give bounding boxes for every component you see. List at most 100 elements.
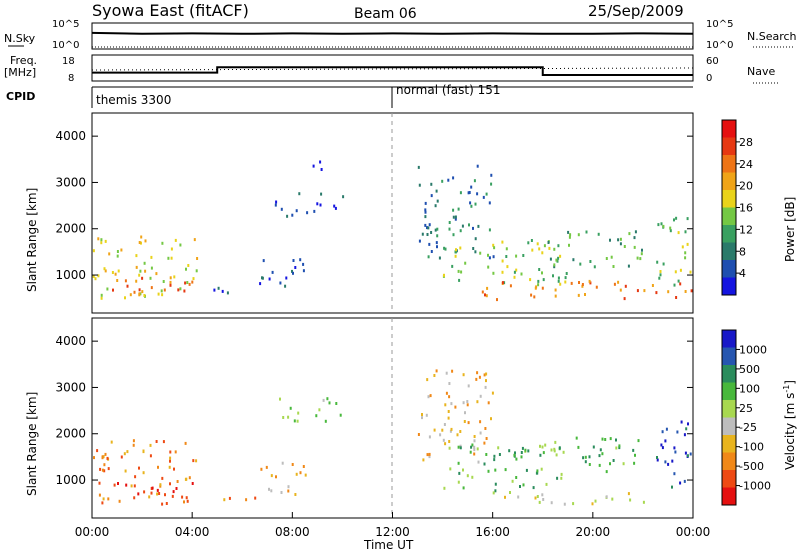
- heatmap-cell: [445, 371, 448, 375]
- heatmap-cell: [335, 402, 338, 405]
- colorbar-segment: [722, 277, 736, 296]
- heatmap-cell: [467, 191, 470, 195]
- heatmap-cell: [461, 224, 464, 228]
- heatmap-cell: [569, 233, 572, 237]
- heatmap-cell: [464, 411, 466, 415]
- heatmap-cell: [485, 453, 488, 456]
- heatmap-cell: [418, 239, 421, 243]
- heatmap-cell: [268, 487, 270, 491]
- heatmap-cell: [126, 284, 129, 288]
- heatmap-cell: [101, 456, 104, 460]
- heatmap-cell: [530, 293, 533, 297]
- heatmap-cell: [679, 282, 682, 286]
- heatmap-cell: [157, 292, 160, 296]
- y-tick-label: 2000: [55, 222, 86, 236]
- heatmap-cell: [424, 210, 427, 214]
- heatmap-cell: [110, 440, 113, 444]
- noise-panel: N.Sky 10^5 10^0 10^5 10^0 N.Search: [4, 19, 797, 51]
- heatmap-cell: [275, 200, 278, 204]
- heatmap-cell: [612, 265, 615, 268]
- heatmap-cell: [611, 497, 614, 501]
- cpid-label: CPID: [6, 90, 35, 103]
- heatmap-cell: [610, 255, 613, 259]
- heatmap-cell: [259, 282, 262, 286]
- heatmap-cell: [520, 451, 523, 454]
- noise-right-label: N.Search: [747, 30, 797, 43]
- heatmap-cell: [509, 491, 511, 494]
- heatmap-cell: [471, 475, 474, 479]
- heatmap-cell: [554, 288, 557, 292]
- noise-right-tick-bottom: 10^0: [706, 40, 733, 51]
- heatmap-cell: [104, 452, 107, 456]
- heatmap-cell: [291, 213, 294, 217]
- heatmap-cell: [568, 235, 571, 239]
- heatmap-cell: [515, 268, 518, 272]
- heatmap-cell: [148, 495, 151, 499]
- heatmap-cell: [434, 228, 437, 232]
- heatmap-cell: [454, 250, 457, 254]
- heatmap-cell: [536, 495, 539, 498]
- heatmap-cell: [462, 486, 465, 490]
- heatmap-cell: [538, 500, 541, 504]
- colorbar-segment: [722, 452, 736, 471]
- heatmap-cell: [287, 415, 290, 419]
- heatmap-cell: [472, 247, 475, 250]
- colorbar-segment: [722, 225, 736, 243]
- heatmap-cell: [541, 271, 543, 275]
- heatmap-cell: [567, 230, 570, 234]
- heatmap-cell: [555, 258, 558, 262]
- heatmap-cell: [326, 397, 329, 401]
- colorbar-segment: [722, 190, 736, 208]
- heatmap-cell: [448, 221, 451, 224]
- heatmap-cell: [137, 492, 140, 496]
- heatmap-cell: [661, 430, 664, 434]
- heatmap-cell: [339, 413, 342, 417]
- heatmap-cell: [684, 451, 687, 455]
- heatmap-cell: [575, 436, 578, 440]
- heatmap-cell: [598, 463, 601, 467]
- colorbar-segment: [722, 330, 736, 348]
- heatmap-cell: [156, 492, 159, 496]
- heatmap-cell: [447, 178, 450, 182]
- heatmap-cell: [472, 226, 474, 230]
- heatmap-cell: [191, 280, 194, 284]
- heatmap-cell: [690, 289, 693, 293]
- heatmap-cell: [522, 254, 525, 257]
- heatmap-cell: [444, 403, 447, 407]
- heatmap-cell: [662, 224, 665, 228]
- heatmap-cell: [280, 207, 283, 211]
- heatmap-cell: [588, 279, 591, 283]
- heatmap-cell: [228, 496, 231, 500]
- heatmap-cell: [468, 223, 470, 227]
- heatmap-cell: [469, 201, 472, 205]
- heatmap-cell: [435, 241, 438, 245]
- heatmap-cell: [673, 218, 675, 222]
- heatmap-cell: [555, 453, 558, 457]
- heatmap-cell: [484, 427, 487, 430]
- heatmap-cell: [515, 254, 518, 258]
- heatmap-cell: [684, 230, 687, 234]
- colorbar-segment: [722, 382, 736, 401]
- heatmap-cell: [424, 223, 427, 227]
- heatmap-cell: [188, 282, 191, 286]
- heatmap-cell: [262, 259, 265, 263]
- heatmap-cell: [669, 226, 672, 230]
- heatmap-cell: [479, 431, 482, 435]
- heatmap-cell: [529, 278, 532, 282]
- heatmap-cell: [179, 287, 182, 291]
- nave-tick-bottom: 0: [706, 73, 712, 84]
- heatmap-cell: [664, 460, 667, 464]
- heatmap-cell: [538, 247, 541, 251]
- heatmap-cell: [488, 201, 491, 205]
- heatmap-cell: [268, 277, 271, 281]
- heatmap-cell: [102, 497, 105, 501]
- heatmap-cell: [473, 452, 476, 456]
- heatmap-cell: [117, 269, 120, 273]
- heatmap-cell: [485, 372, 488, 376]
- heatmap-cell: [490, 417, 492, 421]
- heatmap-cell: [684, 256, 687, 260]
- heatmap-cell: [476, 164, 479, 168]
- heatmap-cell: [679, 481, 682, 485]
- heatmap-cell: [118, 499, 121, 503]
- heatmap-cell: [525, 468, 528, 472]
